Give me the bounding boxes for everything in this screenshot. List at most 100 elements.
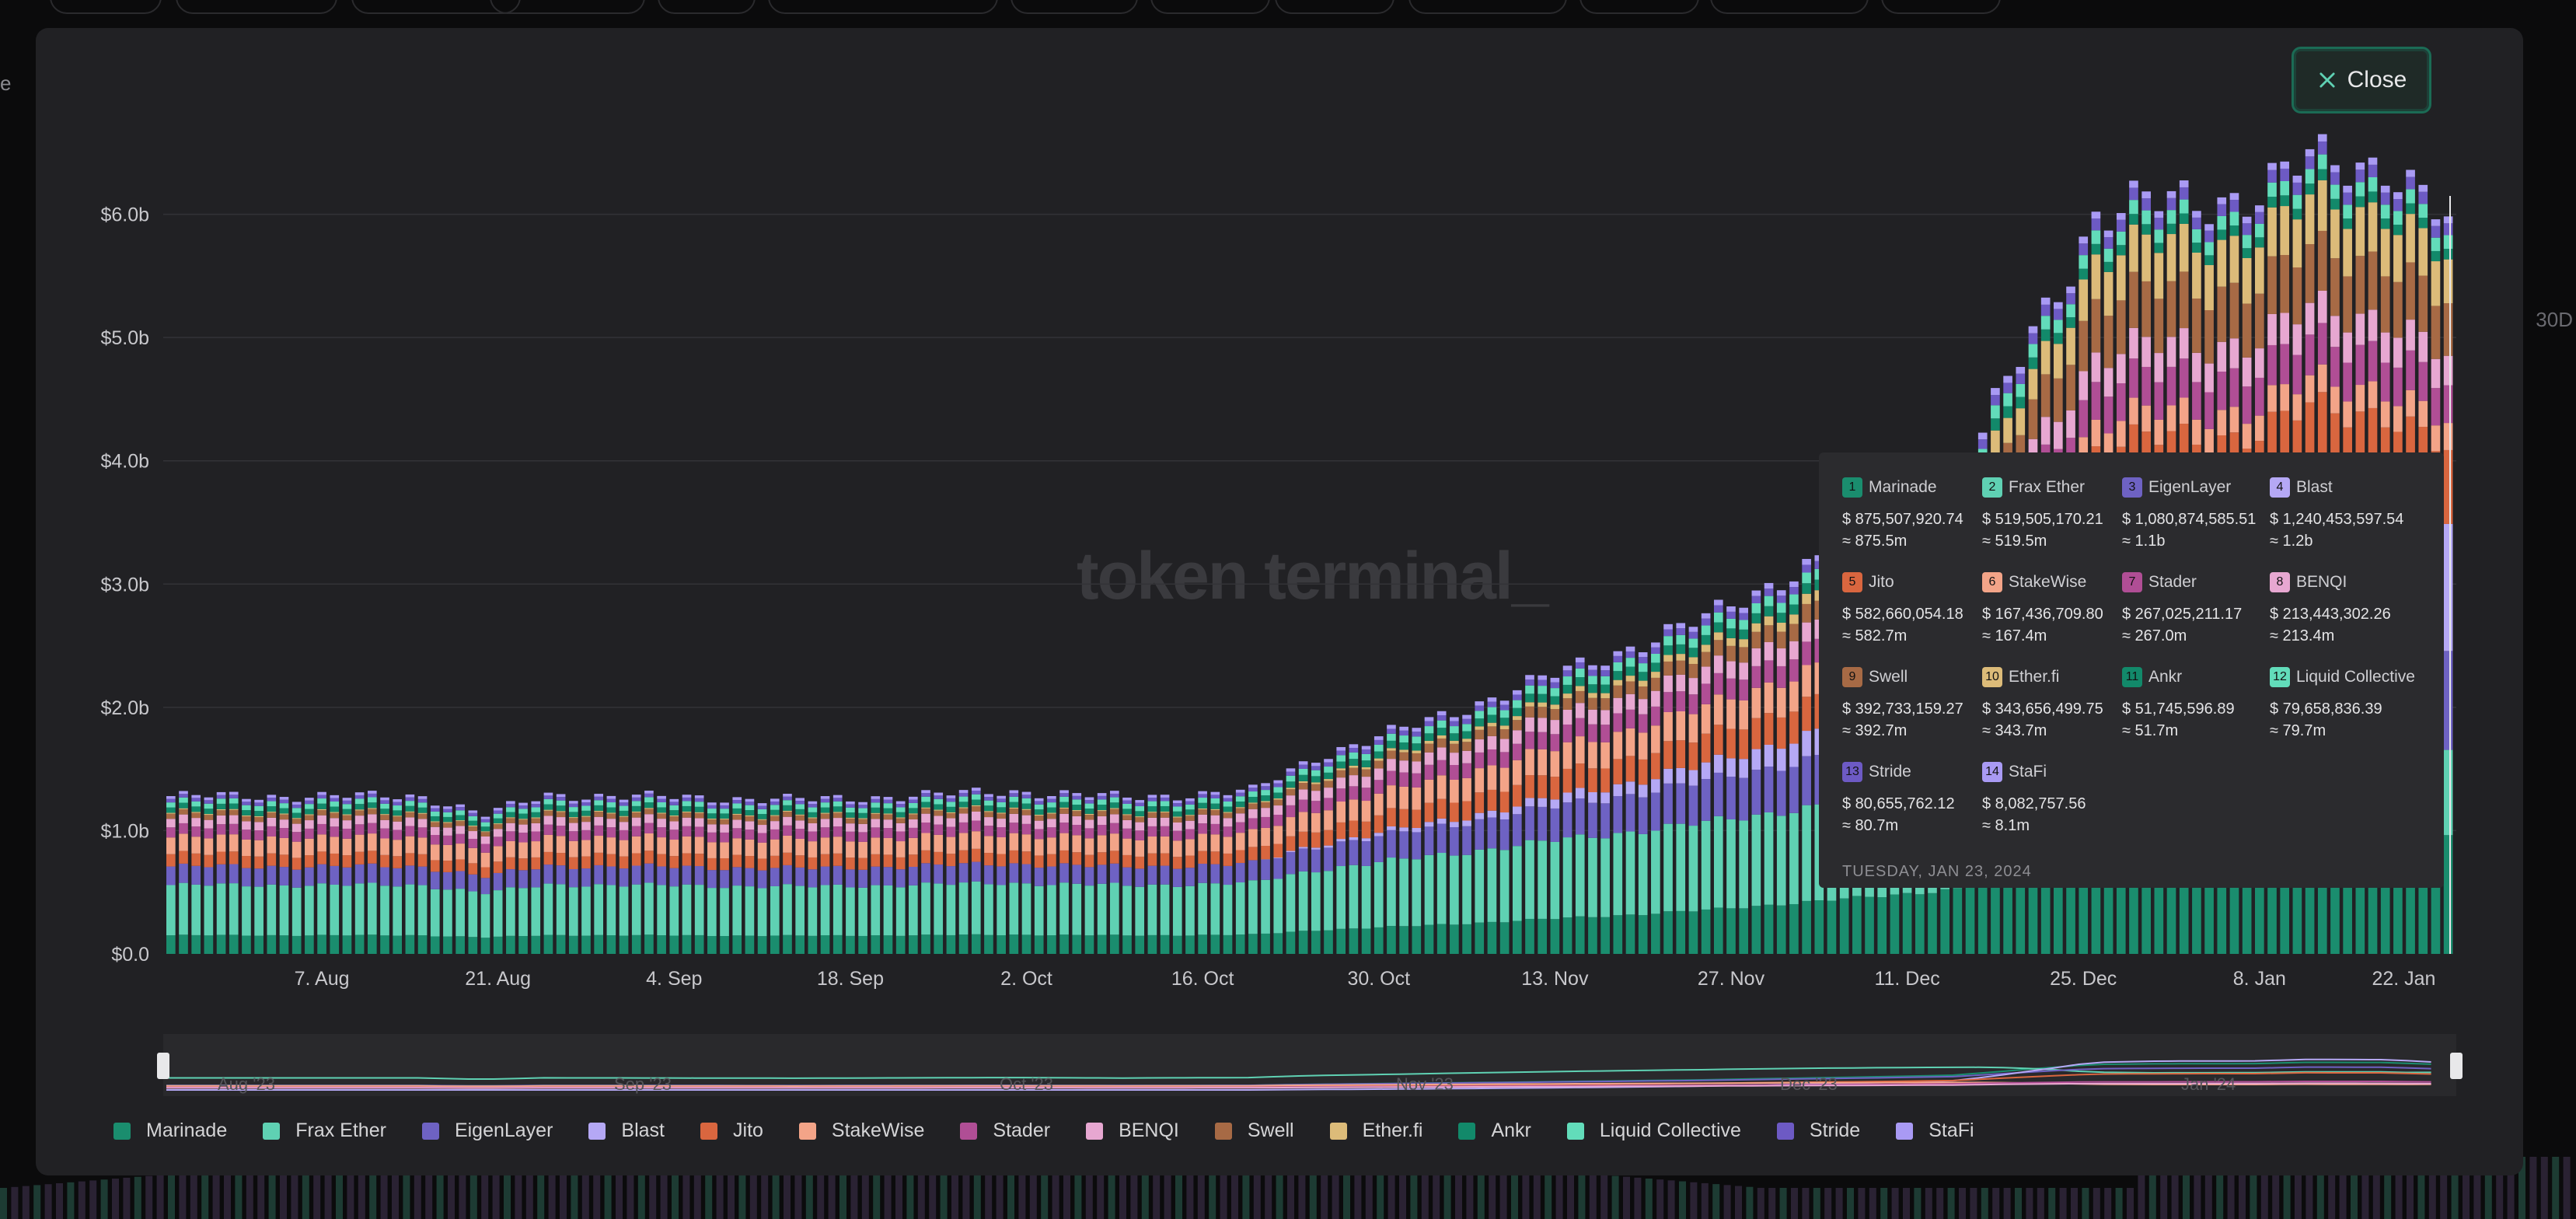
- legend-item[interactable]: StakeWise: [798, 1119, 925, 1142]
- background-bar: [336, 1161, 343, 1219]
- background-bar: [2384, 1157, 2392, 1219]
- background-bar: [2183, 1157, 2190, 1219]
- tooltip-rank: 13: [1842, 762, 1862, 782]
- tooltip-item: 7 Stader $ 267,025,211.17 ≈ 267.0m: [2122, 572, 2270, 647]
- background-bar: [917, 1141, 925, 1219]
- background-bar: [436, 1154, 444, 1219]
- close-button[interactable]: Close: [2292, 47, 2431, 114]
- background-bar: [1891, 1188, 1899, 1219]
- background-bar: [369, 1159, 377, 1219]
- tooltip-item: 10 Ether.fi $ 343,656,499.75 ≈ 343.7m: [1982, 667, 2122, 742]
- tooltip-approx-value: ≈ 80.7m: [1842, 817, 1899, 834]
- navigator-month-label: Aug '23: [218, 1074, 275, 1094]
- tooltip-approx-value: ≈ 392.7m: [1842, 722, 1908, 739]
- background-bar: [2540, 1157, 2548, 1219]
- legend-item[interactable]: Marinade: [113, 1119, 227, 1142]
- background-bar: [1242, 1151, 1250, 1219]
- background-bar: [2428, 1157, 2436, 1219]
- tooltip-series-name: Blast: [2296, 478, 2333, 496]
- watermark: token terminal_: [1077, 539, 1549, 613]
- tooltip-grid: 1 Marinade $ 875,507,920.74 ≈ 875.5m 2 Frax E…: [1842, 477, 2444, 837]
- background-bar: [627, 1145, 634, 1219]
- legend-label: Stader: [993, 1119, 1051, 1141]
- background-bar: [1746, 1186, 1754, 1219]
- background-bar: [1757, 1187, 1764, 1219]
- background-bar: [1802, 1188, 1810, 1219]
- background-bar: [537, 1149, 545, 1219]
- tooltip-rank: 3: [2122, 477, 2142, 498]
- legend-label: Frax Ether: [295, 1119, 386, 1141]
- background-bar: [11, 1186, 19, 1219]
- background-bar: [2316, 1157, 2324, 1219]
- legend-item[interactable]: Frax Ether: [263, 1119, 386, 1142]
- background-bar: [459, 1154, 466, 1219]
- background-bar: [2138, 1157, 2145, 1219]
- legend-item[interactable]: Stader: [960, 1119, 1050, 1142]
- legend-label: StakeWise: [831, 1119, 925, 1141]
- background-bar: [2484, 1157, 2492, 1219]
- background-filter-pill: [658, 0, 756, 14]
- background-bar: [2194, 1157, 2201, 1219]
- tooltip-item-head: 8 BENQI: [2270, 572, 2456, 592]
- legend-item[interactable]: EigenLayer: [421, 1119, 553, 1142]
- legend-item[interactable]: Ether.fi: [1329, 1119, 1422, 1142]
- background-bar: [1298, 1154, 1306, 1219]
- tooltip-item: 9 Swell $ 392,733,159.27 ≈ 392.7m: [1842, 667, 1982, 742]
- close-button-label: Close: [2347, 67, 2407, 93]
- background-filter-pill: [1881, 0, 2001, 14]
- background-bar: [1813, 1188, 1820, 1219]
- navigator-right-handle[interactable]: [2450, 1053, 2463, 1079]
- background-bar: [839, 1141, 846, 1219]
- tooltip-item: 1 Marinade $ 875,507,920.74 ≈ 875.5m: [1842, 477, 1982, 552]
- background-bar: [1354, 1157, 1362, 1219]
- background-bar: [560, 1148, 567, 1219]
- background-bar: [2026, 1188, 2033, 1219]
- background-bar: [2204, 1157, 2212, 1219]
- legend-swatch: [1896, 1122, 1914, 1140]
- tooltip-approx-value: ≈ 79.7m: [2270, 722, 2326, 739]
- legend-item[interactable]: Stride: [1776, 1119, 1860, 1142]
- background-bar: [515, 1151, 522, 1219]
- tooltip-series-name: Ether.fi: [2009, 668, 2060, 686]
- background-bar: [749, 1142, 757, 1219]
- background-bar: [1209, 1149, 1216, 1219]
- background-bar: [973, 1141, 981, 1219]
- background-bar: [2250, 1157, 2257, 1219]
- background-bar: [2295, 1157, 2302, 1219]
- background-bar: [1130, 1145, 1138, 1219]
- legend-item[interactable]: Swell: [1214, 1119, 1294, 1142]
- navigator-left-handle[interactable]: [157, 1053, 169, 1079]
- legend-item[interactable]: Jito: [700, 1119, 763, 1142]
- background-bar: [2507, 1157, 2515, 1219]
- background-bar: [1970, 1188, 1977, 1219]
- legend-item[interactable]: StaFi: [1896, 1119, 1974, 1142]
- tooltip-approx-value: ≈ 519.5m: [1982, 533, 2047, 550]
- background-bar: [1377, 1158, 1384, 1219]
- background-bar: [2417, 1157, 2425, 1219]
- tooltip-item: 4 Blast $ 1,240,453,597.54 ≈ 1.2b: [2270, 477, 2456, 552]
- background-text-fragment: e: [0, 72, 12, 95]
- legend-item[interactable]: Blast: [588, 1119, 665, 1142]
- legend-swatch: [421, 1122, 439, 1140]
- background-bar: [1309, 1154, 1317, 1219]
- background-bar: [1611, 1175, 1619, 1219]
- tooltip-approx-value: ≈ 582.7m: [1842, 627, 1908, 644]
- background-bar: [1343, 1156, 1350, 1219]
- background-range-label: 30D: [2536, 308, 2573, 331]
- legend-item[interactable]: Liquid Collective: [1566, 1119, 1741, 1142]
- navigator-month-label: Sep '23: [614, 1074, 672, 1094]
- tooltip-rank: 7: [2122, 572, 2142, 592]
- background-bar: [1992, 1188, 2000, 1219]
- background-bar: [2216, 1157, 2224, 1219]
- tooltip-item-head: 10 Ether.fi: [1982, 667, 2122, 687]
- background-filter-pill: [768, 0, 998, 14]
- legend-item[interactable]: Ankr: [1458, 1119, 1531, 1142]
- legend-item[interactable]: BENQI: [1086, 1119, 1179, 1142]
- background-bar: [1265, 1151, 1272, 1219]
- tooltip-exact-value: $ 1,240,453,597.54: [2270, 511, 2404, 528]
- background-bar: [1623, 1176, 1630, 1219]
- background-bar: [2082, 1188, 2089, 1219]
- legend-label: Liquid Collective: [1599, 1119, 1741, 1141]
- range-navigator[interactable]: [163, 1034, 2456, 1096]
- background-bar: [548, 1149, 556, 1219]
